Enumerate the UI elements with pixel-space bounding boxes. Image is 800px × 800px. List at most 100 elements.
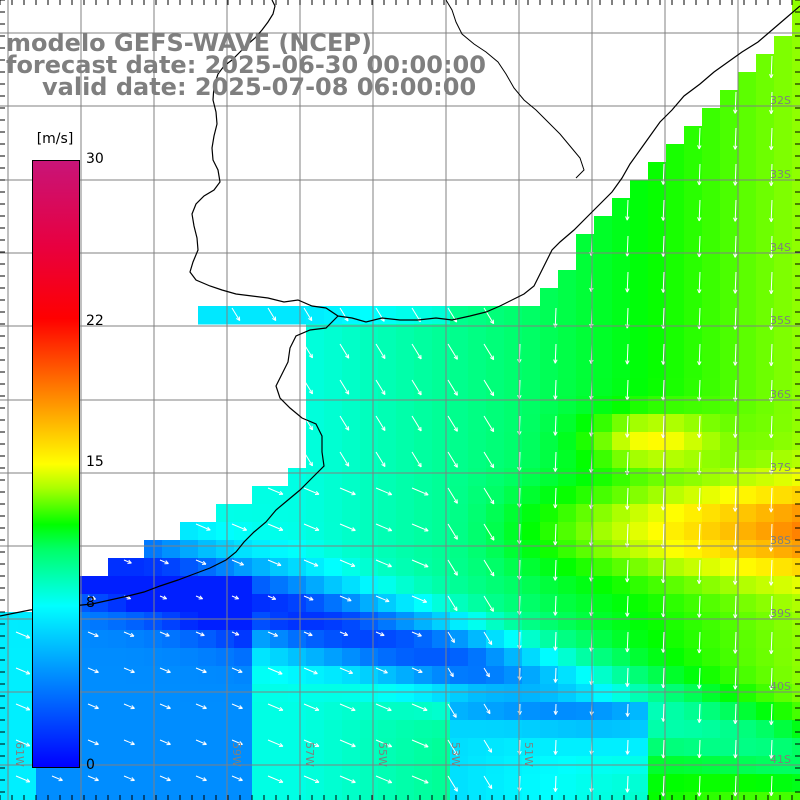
wind-speed-cell (774, 342, 793, 361)
wind-arrow (339, 703, 356, 712)
wind-speed-cell (540, 648, 559, 667)
wind-speed-cell (432, 612, 451, 631)
wind-speed-cell (792, 666, 800, 685)
wind-speed-cell (774, 450, 793, 469)
wind-speed-cell (756, 684, 775, 703)
wind-arrow (483, 775, 493, 790)
wind-arrow (159, 559, 169, 565)
wind-arrow (769, 163, 774, 187)
wind-speed-cell (630, 270, 649, 289)
wind-speed-cell (666, 720, 685, 739)
wind-speed-cell (612, 504, 631, 523)
wind-arrow (15, 631, 31, 639)
wind-speed-cell (324, 594, 343, 613)
wind-speed-cell (324, 414, 343, 433)
wind-speed-cell (648, 792, 667, 800)
wind-speed-cell (252, 648, 271, 667)
wind-arrow (733, 415, 738, 438)
wind-speed-cell (738, 666, 757, 685)
wind-speed-cell (756, 540, 775, 559)
wind-arrow (447, 487, 458, 504)
lon-label: 53W (449, 742, 462, 767)
lat-label: 40S (770, 680, 791, 693)
wind-arrow (231, 703, 243, 710)
wind-speed-cell (702, 792, 721, 800)
wind-speed-cell (216, 594, 235, 613)
wind-speed-cell (468, 540, 487, 559)
wind-speed-cell (540, 792, 559, 800)
wind-speed-cell (540, 540, 559, 559)
wind-speed-cell (630, 504, 649, 523)
wind-speed-cell (648, 270, 667, 289)
wind-speed-cell (468, 702, 487, 721)
wind-speed-cell (666, 216, 685, 235)
wind-speed-cell (576, 576, 595, 595)
wind-arrow (303, 379, 313, 395)
wind-speed-cell (162, 666, 181, 685)
wind-speed-cell (792, 630, 800, 649)
wind-speed-cell (558, 306, 577, 325)
wind-speed-cell (792, 288, 800, 307)
wind-speed-cell (468, 792, 487, 800)
wind-arrow (267, 307, 277, 322)
lat-label: 34S (770, 241, 791, 254)
wind-speed-cell (720, 108, 739, 127)
wind-speed-cell (720, 684, 739, 703)
wind-speed-cell (468, 486, 487, 505)
wind-speed-cell (720, 216, 739, 235)
wind-speed-cell (522, 522, 541, 541)
wind-arrow (625, 703, 630, 717)
wind-speed-cell (648, 198, 667, 217)
wind-speed-cell (666, 324, 685, 343)
wind-speed-cell (342, 504, 361, 523)
wind-speed-cell (576, 684, 595, 703)
wind-speed-cell (324, 342, 343, 361)
wind-speed-cell (378, 792, 397, 800)
wind-speed-cell (720, 594, 739, 613)
wind-speed-cell (774, 522, 793, 541)
wind-speed-cell (684, 612, 703, 631)
wind-speed-cell (18, 792, 37, 800)
wind-speed-cell (774, 90, 793, 109)
wind-speed-cell (396, 540, 415, 559)
wind-speed-cell (450, 486, 469, 505)
wind-speed-cell (108, 558, 127, 577)
wind-speed-cell (450, 684, 469, 703)
wind-speed-cell (792, 504, 800, 523)
wind-arrow (15, 703, 31, 711)
wind-speed-cell (360, 378, 379, 397)
wind-speed-cell (594, 378, 613, 397)
wind-speed-cell (558, 558, 577, 577)
wind-speed-cell (414, 720, 433, 739)
wind-speed-cell (666, 612, 685, 631)
wind-speed-cell (738, 792, 757, 800)
wind-speed-cell (630, 576, 649, 595)
wind-arrow (769, 55, 774, 79)
wind-speed-cell (234, 612, 253, 631)
wind-speed-cell (252, 738, 271, 757)
wind-speed-cell (792, 612, 800, 631)
wind-speed-cell (432, 378, 451, 397)
wind-speed-cell (594, 432, 613, 451)
wind-speed-cell (576, 540, 595, 559)
wind-speed-cell (576, 594, 595, 613)
wind-speed-cell (234, 684, 253, 703)
wind-speed-cell (684, 144, 703, 163)
wind-arrow (195, 595, 204, 600)
wind-speed-cell (756, 648, 775, 667)
wind-speed-cell (720, 378, 739, 397)
wind-speed-cell (252, 504, 271, 523)
wind-speed-cell (144, 576, 163, 595)
wind-speed-cell (324, 360, 343, 379)
wind-speed-cell (738, 342, 757, 361)
wind-arrow (733, 163, 738, 186)
wind-speed-cell (576, 486, 595, 505)
wind-speed-cell (648, 216, 667, 235)
wind-speed-cell (216, 648, 235, 667)
wind-arrow (553, 487, 558, 509)
wind-speed-cell (252, 522, 271, 541)
wind-speed-cell (216, 576, 235, 595)
wind-speed-cell (450, 648, 469, 667)
wind-speed-cell (792, 270, 800, 289)
